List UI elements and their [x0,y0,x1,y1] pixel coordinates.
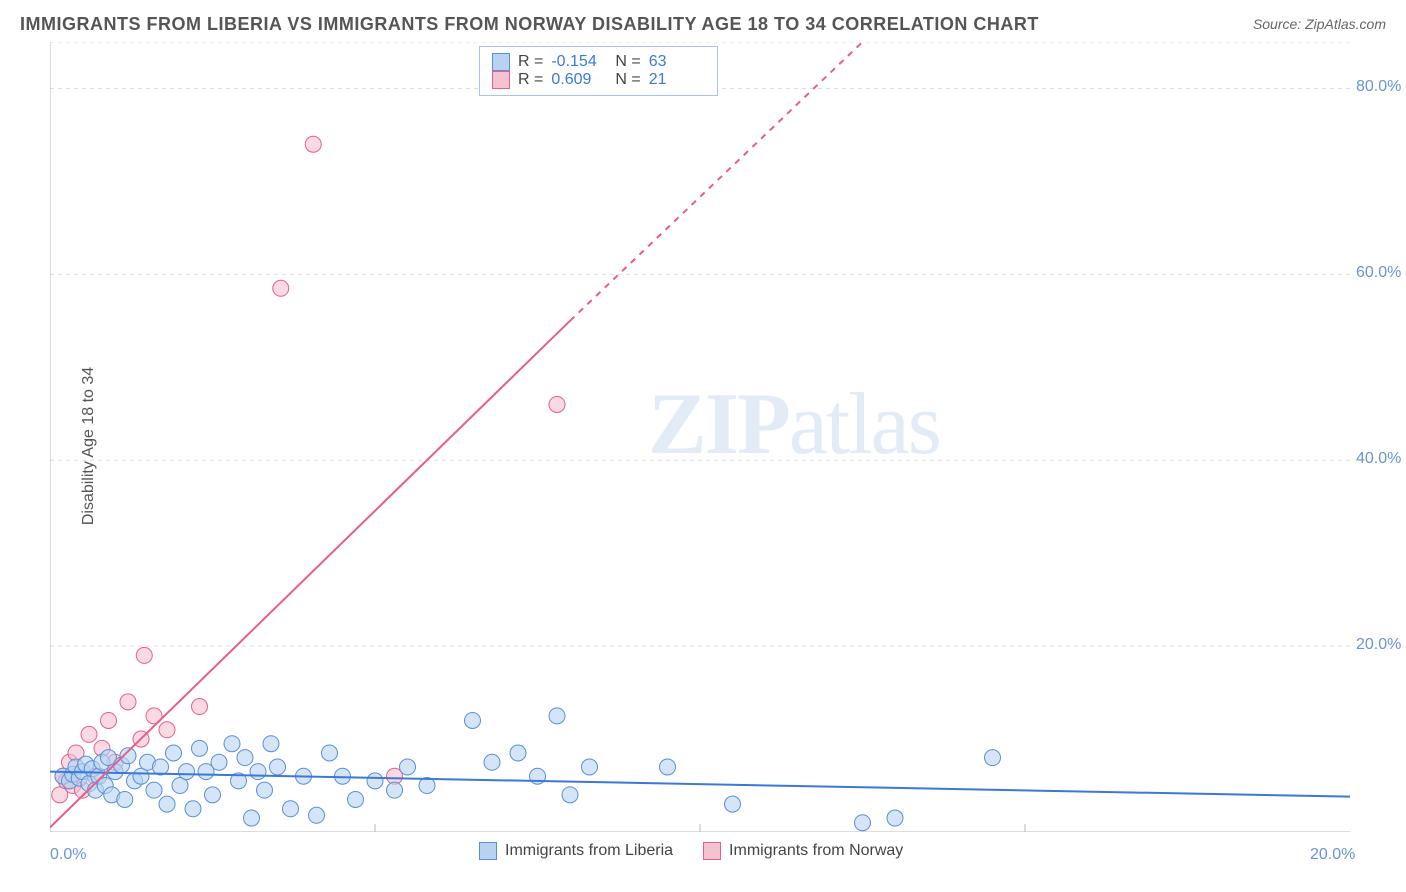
norway-point [273,280,289,296]
stat-swatch [492,53,510,71]
liberia-point [562,787,578,803]
scatter-plot [50,42,1350,832]
liberia-point [985,750,1001,766]
y-tick-label: 20.0% [1356,636,1401,654]
liberia-point [283,801,299,817]
liberia-point [153,759,169,775]
liberia-point [660,759,676,775]
liberia-point [237,750,253,766]
stat-swatch [492,71,510,89]
liberia-point [400,759,416,775]
liberia-point [322,745,338,761]
liberia-point [224,736,240,752]
x-tick-label: 0.0% [50,846,86,864]
stat-r-label: R = [518,53,543,71]
norway-point [81,726,97,742]
liberia-point [348,791,364,807]
liberia-point [257,782,273,798]
legend-item: Immigrants from Liberia [479,842,673,860]
liberia-point [117,791,133,807]
liberia-point [146,782,162,798]
liberia-point [250,764,266,780]
stat-r-value: -0.154 [551,53,607,71]
norway-point [101,712,117,728]
liberia-point [387,782,403,798]
norway-point [159,722,175,738]
stat-r-value: 0.609 [551,71,607,89]
legend-swatch [703,842,721,860]
liberia-point [367,773,383,789]
source-attribution: Source: ZipAtlas.com [1253,16,1386,32]
norway-point [120,694,136,710]
legend-label: Immigrants from Norway [729,842,903,860]
liberia-point [582,759,598,775]
liberia-point [549,708,565,724]
liberia-point [309,807,325,823]
norway-point [136,647,152,663]
liberia-point [166,745,182,761]
norway-trendline [50,321,570,828]
series-legend: Immigrants from Liberia Immigrants from N… [479,842,903,860]
liberia-point [159,796,175,812]
stat-n-value: 21 [649,71,705,89]
liberia-point [192,740,208,756]
liberia-point [185,801,201,817]
liberia-point [465,712,481,728]
legend-item: Immigrants from Norway [703,842,903,860]
liberia-point [484,754,500,770]
liberia-point [855,815,871,831]
stat-r-label: R = [518,71,543,89]
stat-n-label: N = [615,71,640,89]
legend-swatch [479,842,497,860]
liberia-point [263,736,279,752]
stat-row: R = -0.154 N = 63 [492,53,705,71]
norway-point [549,396,565,412]
liberia-point [725,796,741,812]
norway-point [305,136,321,152]
stat-n-value: 63 [649,53,705,71]
liberia-point [211,754,227,770]
chart-title: IMMIGRANTS FROM LIBERIA VS IMMIGRANTS FR… [20,14,1039,35]
stat-n-label: N = [615,53,640,71]
liberia-point [270,759,286,775]
liberia-point [244,810,260,826]
liberia-point [510,745,526,761]
y-tick-label: 40.0% [1356,450,1401,468]
norway-point [192,699,208,715]
legend-label: Immigrants from Liberia [505,842,673,860]
y-tick-label: 60.0% [1356,264,1401,282]
liberia-point [179,764,195,780]
x-tick-label: 20.0% [1310,846,1355,864]
liberia-point [205,787,221,803]
y-tick-label: 80.0% [1356,78,1401,96]
stats-legend-box: R = -0.154 N = 63 R = 0.609 N = 21 [479,46,718,96]
stat-row: R = 0.609 N = 21 [492,71,705,89]
liberia-point [887,810,903,826]
